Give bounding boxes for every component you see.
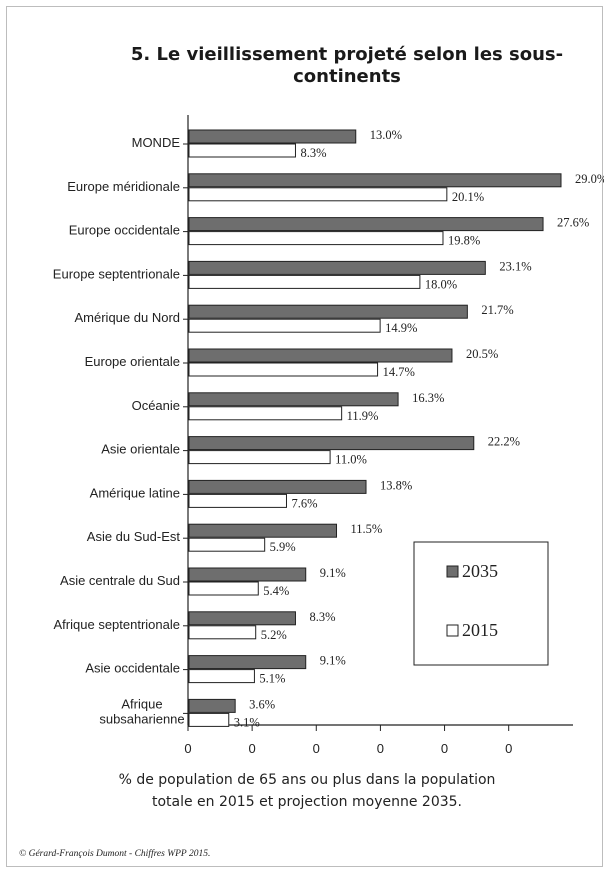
data-label-2015: 5.1% [259, 672, 285, 686]
bar-2015 [188, 318, 381, 333]
category-label: Asie centrale du Sud [60, 573, 180, 588]
category-label: MONDE [132, 135, 181, 150]
x-tick-label: 0 [441, 741, 448, 756]
legend-swatch-2015 [446, 624, 459, 637]
source-credit: © Gérard-François Dumont - Chiffres WPP … [19, 848, 210, 859]
bar-2015 [188, 143, 296, 158]
bar-2035 [188, 217, 544, 232]
x-tick-label: 0 [249, 741, 256, 756]
data-label-2035: 3.6% [249, 697, 275, 711]
bar-2015 [188, 625, 257, 640]
data-label-2015: 19.8% [448, 234, 480, 248]
chart-title-line: continents [293, 66, 401, 87]
data-label-2015: 3.1% [234, 715, 260, 729]
bar-2015 [188, 493, 287, 508]
bar-2015 [188, 581, 259, 596]
x-axis-label: totale en 2015 et projection moyenne 203… [152, 794, 462, 810]
bar-2035 [188, 523, 338, 538]
data-label-2015: 7.6% [291, 496, 317, 510]
data-label-2015: 5.2% [261, 628, 287, 642]
data-label-2035: 16.3% [412, 391, 444, 405]
chart-frame: 5. Le vieillissement projeté selon les s… [6, 6, 604, 867]
x-tick-label: 0 [505, 741, 512, 756]
data-label-2015: 14.7% [383, 365, 415, 379]
bar-2035 [188, 129, 357, 144]
data-label-2035: 23.1% [499, 259, 531, 273]
bar-2035 [188, 655, 307, 670]
category-label: Asie du Sud-Est [87, 529, 181, 544]
category-label: Europe orientale [85, 354, 180, 369]
chart: 5. Le vieillissement projeté selon les s… [19, 44, 604, 859]
bar-2015 [188, 274, 421, 289]
bar-2035 [188, 436, 475, 451]
category-label: Europe occidentale [69, 223, 180, 238]
data-label-2035: 20.5% [466, 347, 498, 361]
category-label: Amérique du Nord [75, 310, 181, 325]
bar-2035 [188, 479, 367, 494]
x-axis-label: % de population de 65 ans ou plus dans l… [119, 772, 496, 788]
bar-2015 [188, 362, 379, 377]
category-label: Afrique [121, 696, 162, 711]
data-label-2035: 9.1% [320, 654, 346, 668]
chart-title-line: 5. Le vieillissement projeté selon les s… [131, 44, 563, 65]
bar-2035 [188, 698, 236, 713]
bar-2035 [188, 260, 486, 275]
bar-2015 [188, 669, 255, 684]
x-tick-label: 0 [184, 741, 191, 756]
category-label: Afrique septentrionale [54, 617, 180, 632]
category-label: Océanie [132, 398, 180, 413]
bar-2015 [188, 712, 230, 727]
data-label-2035: 22.2% [488, 435, 520, 449]
category-label: Amérique latine [90, 485, 180, 500]
data-label-2035: 9.1% [320, 566, 346, 580]
bar-2035 [188, 567, 307, 582]
bar-2035 [188, 611, 296, 626]
data-label-2035: 27.6% [557, 216, 589, 230]
data-label-2015: 5.4% [263, 584, 289, 598]
data-label-2035: 13.0% [370, 128, 402, 142]
data-label-2015: 5.9% [270, 540, 296, 554]
bar-2035 [188, 173, 562, 188]
data-label-2015: 14.9% [385, 321, 417, 335]
data-label-2035: 13.8% [380, 478, 412, 492]
data-label-2015: 11.9% [347, 409, 379, 423]
category-label: subsaharienne [99, 711, 184, 726]
category-label: Asie occidentale [85, 661, 180, 676]
category-label: Europe méridionale [67, 179, 180, 194]
data-label-2015: 8.3% [300, 146, 326, 160]
legend-label-2015: 2015 [462, 620, 498, 640]
bar-2035 [188, 392, 399, 407]
data-label-2015: 20.1% [452, 190, 484, 204]
legend-box [413, 541, 549, 666]
bar-2015 [188, 231, 444, 246]
bar-2015 [188, 537, 266, 552]
data-label-2035: 21.7% [481, 303, 513, 317]
category-label: Asie orientale [101, 442, 180, 457]
legend-swatch-2035 [446, 565, 459, 578]
x-tick-label: 0 [377, 741, 384, 756]
data-label-2015: 18.0% [425, 277, 457, 291]
bar-2015 [188, 450, 331, 465]
legend-label-2035: 2035 [462, 561, 498, 581]
data-label-2015: 11.0% [335, 453, 367, 467]
bar-2035 [188, 348, 453, 363]
bar-2015 [188, 187, 448, 202]
data-label-2035: 29.0% [575, 172, 604, 186]
data-label-2035: 11.5% [351, 522, 383, 536]
x-tick-label: 0 [313, 741, 320, 756]
category-label: Europe septentrionale [53, 266, 180, 281]
bar-2015 [188, 406, 343, 421]
data-label-2035: 8.3% [309, 610, 335, 624]
bar-2035 [188, 304, 468, 319]
